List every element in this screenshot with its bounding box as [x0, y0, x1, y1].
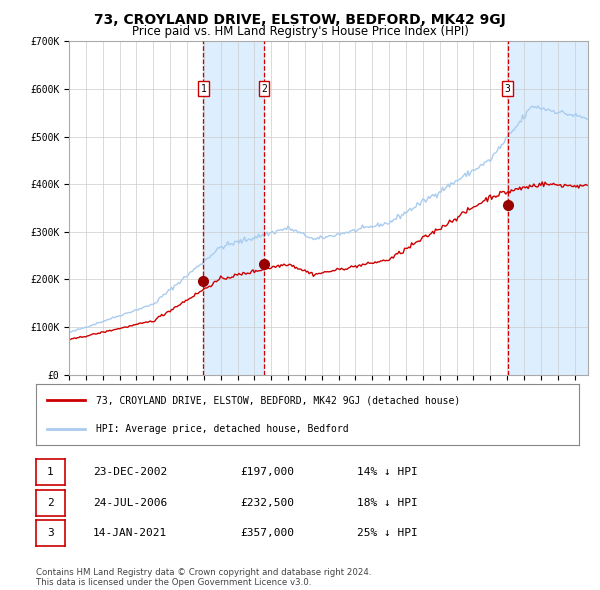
Text: 24-JUL-2006: 24-JUL-2006: [93, 498, 167, 507]
Text: Contains HM Land Registry data © Crown copyright and database right 2024.
This d: Contains HM Land Registry data © Crown c…: [36, 568, 371, 587]
Text: 73, CROYLAND DRIVE, ELSTOW, BEDFORD, MK42 9GJ (detached house): 73, CROYLAND DRIVE, ELSTOW, BEDFORD, MK4…: [96, 395, 460, 405]
Text: £197,000: £197,000: [240, 467, 294, 477]
Text: 23-DEC-2002: 23-DEC-2002: [93, 467, 167, 477]
Text: Price paid vs. HM Land Registry's House Price Index (HPI): Price paid vs. HM Land Registry's House …: [131, 25, 469, 38]
Bar: [203, 41, 264, 375]
Text: 14% ↓ HPI: 14% ↓ HPI: [357, 467, 418, 477]
Text: HPI: Average price, detached house, Bedford: HPI: Average price, detached house, Bedf…: [96, 424, 349, 434]
Bar: [508, 41, 588, 375]
Text: 1: 1: [200, 84, 206, 94]
Text: £232,500: £232,500: [240, 498, 294, 507]
Text: 73, CROYLAND DRIVE, ELSTOW, BEDFORD, MK42 9GJ: 73, CROYLAND DRIVE, ELSTOW, BEDFORD, MK4…: [94, 13, 506, 27]
Text: 18% ↓ HPI: 18% ↓ HPI: [357, 498, 418, 507]
Text: 1: 1: [47, 467, 54, 477]
Text: 2: 2: [261, 84, 267, 94]
Text: £357,000: £357,000: [240, 529, 294, 538]
Text: 2: 2: [47, 498, 54, 507]
Text: 3: 3: [47, 529, 54, 538]
Text: 14-JAN-2021: 14-JAN-2021: [93, 529, 167, 538]
Text: 3: 3: [505, 84, 511, 94]
Text: 25% ↓ HPI: 25% ↓ HPI: [357, 529, 418, 538]
